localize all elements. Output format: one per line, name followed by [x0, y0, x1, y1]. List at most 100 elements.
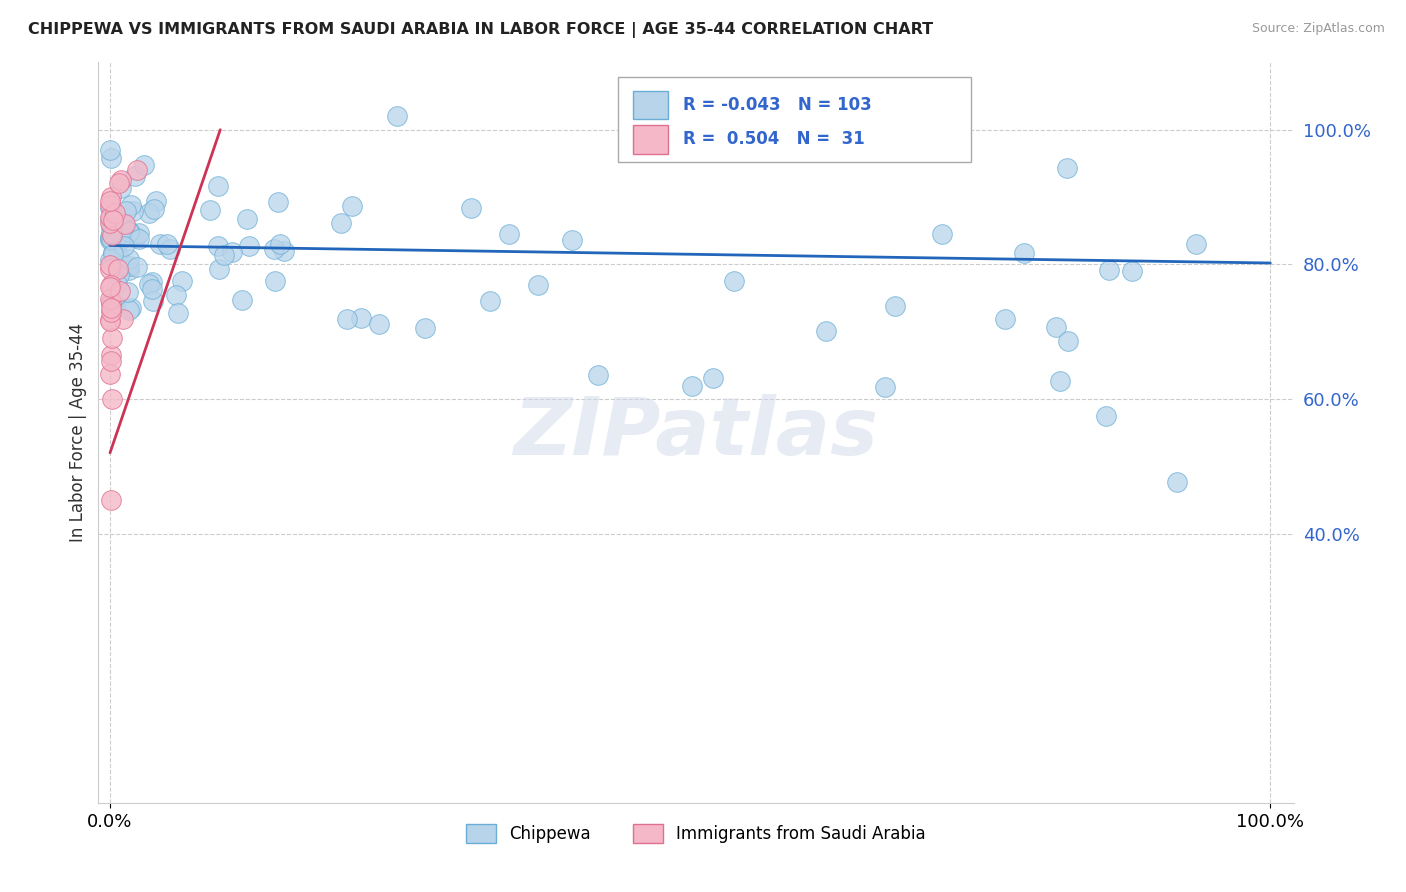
- Point: [127, 163, 149, 178]
- Text: R =  0.504   N =  31: R = 0.504 N = 31: [683, 130, 865, 148]
- Point: [107, 227, 129, 242]
- Point: [263, 242, 285, 256]
- Point: [207, 179, 229, 194]
- Point: [172, 273, 194, 287]
- Point: [100, 296, 122, 310]
- Point: [994, 312, 1017, 326]
- Point: [723, 273, 745, 287]
- Point: [138, 277, 160, 291]
- Point: [479, 293, 502, 308]
- Point: [100, 354, 122, 368]
- Point: [98, 210, 121, 224]
- Legend: Chippewa, Immigrants from Saudi Arabia: Chippewa, Immigrants from Saudi Arabia: [460, 817, 932, 850]
- Point: [1185, 237, 1208, 252]
- Point: [120, 198, 142, 212]
- Point: [1012, 246, 1035, 260]
- Bar: [633, 91, 668, 119]
- Point: [108, 284, 131, 298]
- Point: [98, 144, 121, 158]
- Point: [101, 392, 124, 406]
- Point: [112, 238, 135, 252]
- Point: [671, 136, 693, 150]
- Point: [115, 203, 138, 218]
- Point: [198, 202, 221, 217]
- Point: [98, 198, 121, 212]
- Point: [100, 301, 122, 315]
- Point: [98, 216, 121, 230]
- Point: [101, 211, 124, 226]
- Point: [875, 380, 897, 394]
- Point: [159, 242, 181, 256]
- Point: [100, 277, 122, 292]
- Point: [1098, 263, 1121, 277]
- Point: [124, 169, 146, 183]
- Point: [100, 219, 122, 234]
- Y-axis label: In Labor Force | Age 35-44: In Labor Force | Age 35-44: [69, 323, 87, 542]
- Point: [100, 190, 122, 204]
- Point: [586, 368, 609, 382]
- Point: [221, 244, 243, 259]
- Point: [98, 258, 121, 272]
- Point: [118, 302, 141, 317]
- Point: [98, 252, 121, 267]
- Point: [100, 492, 122, 507]
- Point: [117, 263, 139, 277]
- Point: [100, 219, 122, 233]
- Point: [128, 226, 150, 240]
- Point: [267, 195, 290, 210]
- Point: [103, 247, 125, 261]
- Point: [101, 331, 124, 345]
- Point: [120, 301, 142, 315]
- Point: [108, 176, 131, 190]
- Point: [340, 199, 363, 213]
- Point: [118, 260, 141, 274]
- Point: [112, 231, 135, 245]
- Point: [132, 158, 155, 172]
- Point: [98, 229, 121, 244]
- Point: [100, 232, 122, 246]
- Point: [931, 227, 953, 241]
- Point: [117, 285, 139, 300]
- Point: [118, 252, 141, 267]
- Point: [107, 248, 129, 262]
- Point: [1121, 264, 1143, 278]
- Point: [238, 239, 260, 253]
- Point: [814, 324, 837, 338]
- Point: [156, 236, 179, 251]
- Point: [107, 262, 129, 277]
- Point: [208, 261, 231, 276]
- Point: [103, 244, 125, 259]
- Point: [125, 230, 148, 244]
- Point: [681, 379, 703, 393]
- Text: Source: ZipAtlas.com: Source: ZipAtlas.com: [1251, 22, 1385, 36]
- Point: [207, 239, 229, 253]
- Point: [460, 201, 482, 215]
- Point: [1056, 161, 1078, 175]
- Point: [145, 194, 167, 208]
- Point: [330, 216, 353, 230]
- Point: [125, 260, 148, 274]
- Point: [98, 314, 121, 328]
- Point: [100, 280, 122, 294]
- Text: ZIPatlas: ZIPatlas: [513, 393, 879, 472]
- Point: [105, 277, 128, 292]
- Point: [143, 202, 166, 216]
- Point: [103, 212, 125, 227]
- Point: [114, 217, 136, 231]
- Point: [98, 194, 121, 208]
- Point: [98, 262, 121, 277]
- Point: [100, 348, 122, 362]
- Point: [100, 208, 122, 222]
- Point: [231, 293, 253, 307]
- Point: [118, 225, 141, 239]
- Point: [122, 204, 145, 219]
- Text: R = -0.043   N = 103: R = -0.043 N = 103: [683, 95, 872, 113]
- Point: [104, 297, 127, 311]
- Point: [702, 370, 724, 384]
- Point: [212, 248, 235, 262]
- Point: [107, 249, 129, 263]
- Point: [413, 321, 436, 335]
- Point: [141, 282, 163, 296]
- Point: [118, 224, 141, 238]
- Point: [1094, 409, 1116, 423]
